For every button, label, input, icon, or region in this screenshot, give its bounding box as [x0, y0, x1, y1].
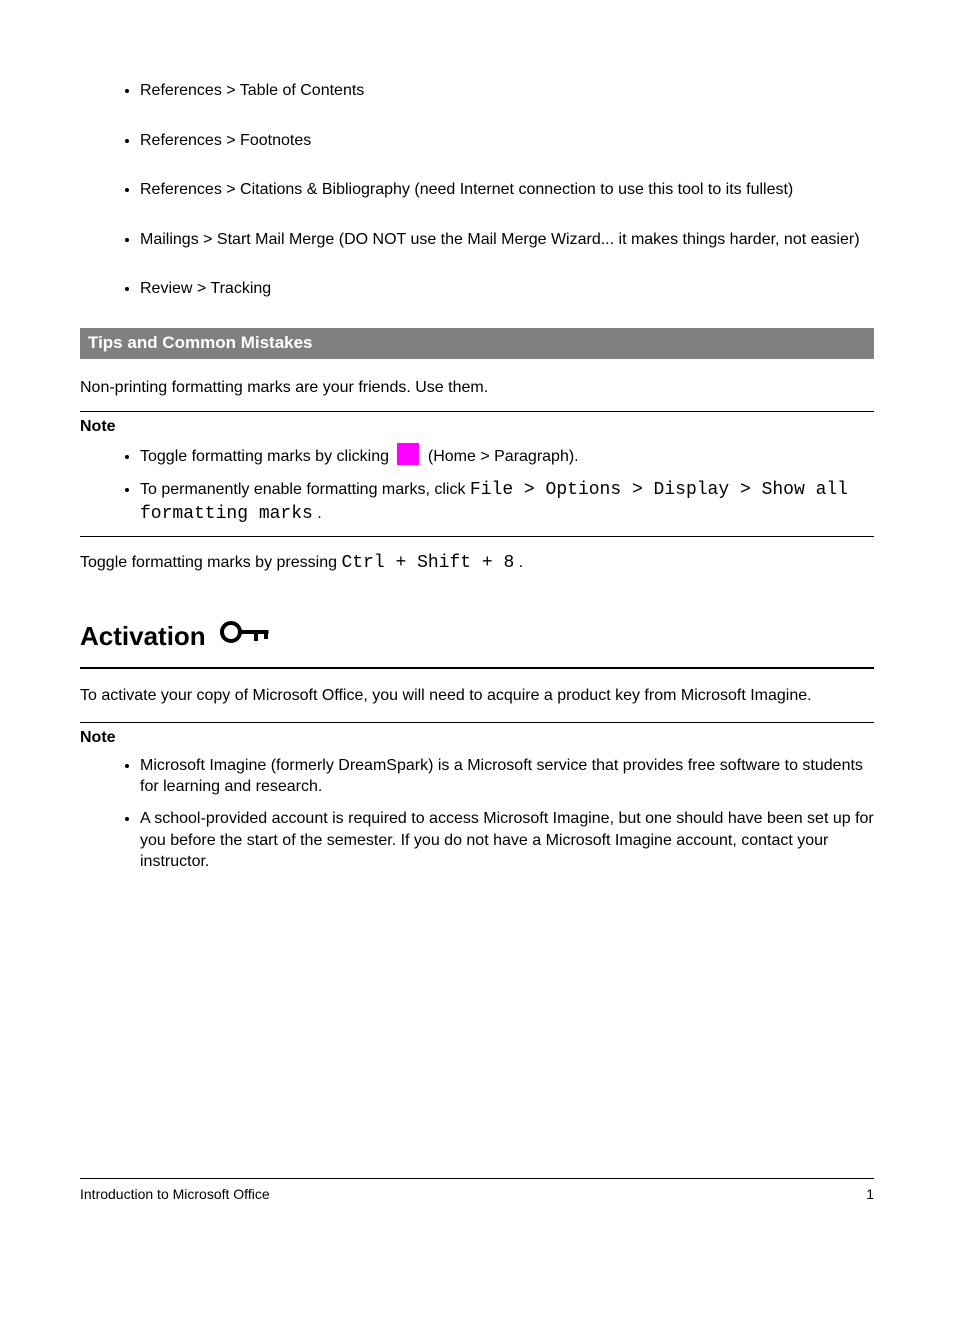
pilcrow-button-icon — [397, 443, 419, 465]
list-item: Microsoft Imagine (formerly DreamSpark) … — [140, 755, 874, 798]
list-item: Review > Tracking — [140, 278, 874, 300]
horizontal-rule — [80, 722, 874, 723]
note-item-text: Microsoft Imagine (formerly DreamSpark) … — [140, 757, 863, 796]
list-item: References > Citations & Bibliography (n… — [140, 179, 874, 201]
note-item-text: To permanently enable formatting marks, … — [140, 481, 470, 498]
note-label: Note — [80, 727, 874, 749]
list-item-text: References > Footnotes — [140, 132, 311, 149]
tips-paragraph-1: Non-printing formatting marks are your f… — [80, 377, 874, 399]
note-label: Note — [80, 416, 874, 438]
body-text: Toggle formatting marks by pressing — [80, 554, 341, 571]
tips-header-text: Tips and Common Mistakes — [88, 333, 313, 352]
note-item-text: . — [317, 505, 321, 522]
horizontal-rule — [80, 536, 874, 537]
note-list-1: Toggle formatting marks by clicking (Hom… — [80, 443, 874, 526]
list-item: References > Table of Contents — [140, 80, 874, 102]
note-block-2: Note Microsoft Imagine (formerly DreamSp… — [80, 727, 874, 873]
activation-heading-text: Activation — [80, 619, 206, 654]
body-text: . — [519, 554, 523, 571]
ribbon-features-list: References > Table of Contents Reference… — [80, 80, 874, 300]
note-item-text: A school-provided account is required to… — [140, 810, 874, 870]
list-item-text: Mailings > Start Mail Merge (DO NOT use … — [140, 231, 860, 248]
list-item: Toggle formatting marks by clicking (Hom… — [140, 443, 874, 468]
horizontal-rule — [80, 411, 874, 412]
list-item-text: Review > Tracking — [140, 280, 271, 297]
list-item: Mailings > Start Mail Merge (DO NOT use … — [140, 229, 874, 251]
activation-heading: Activation — [80, 612, 874, 669]
list-item: References > Footnotes — [140, 130, 874, 152]
footer-left-text: Introduction to Microsoft Office — [80, 1185, 270, 1204]
activation-paragraph: To activate your copy of Microsoft Offic… — [80, 685, 874, 707]
tips-paragraph-2: Toggle formatting marks by pressing Ctrl… — [80, 551, 874, 575]
tips-section-header: Tips and Common Mistakes — [80, 328, 874, 359]
list-item: A school-provided account is required to… — [140, 808, 874, 873]
footer-page-number: 1 — [866, 1185, 874, 1204]
list-item-text: References > Table of Contents — [140, 82, 364, 99]
note-item-text: (Home > Paragraph). — [428, 448, 579, 465]
note-item-text: Toggle formatting marks by clicking — [140, 448, 393, 465]
list-item: To permanently enable formatting marks, … — [140, 478, 874, 527]
document-page: References > Table of Contents Reference… — [0, 0, 954, 1344]
note-list-2: Microsoft Imagine (formerly DreamSpark) … — [80, 755, 874, 873]
key-icon — [216, 612, 276, 661]
list-item-text: References > Citations & Bibliography (n… — [140, 181, 793, 198]
page-footer: Introduction to Microsoft Office 1 — [80, 1178, 874, 1204]
keyboard-shortcut: Ctrl + Shift + 8 — [341, 553, 514, 573]
note-block-1: Note Toggle formatting marks by clicking… — [80, 416, 874, 527]
